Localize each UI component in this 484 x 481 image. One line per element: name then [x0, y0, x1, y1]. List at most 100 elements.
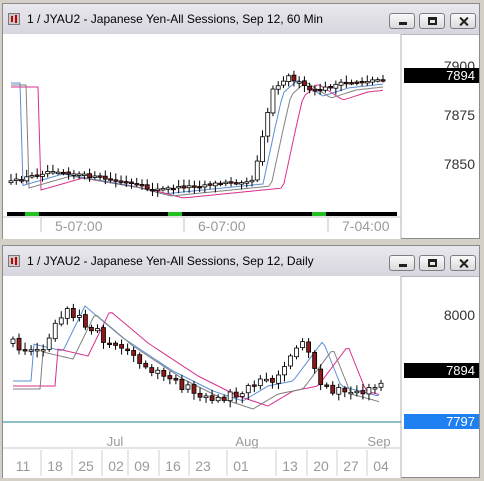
candle — [312, 84, 318, 96]
candle — [197, 387, 203, 402]
candle — [66, 167, 72, 180]
candle — [354, 385, 360, 397]
plot-area[interactable] — [3, 34, 401, 239]
candle — [221, 394, 227, 404]
candle — [28, 345, 34, 356]
candle — [263, 372, 269, 383]
candle — [108, 172, 113, 183]
candle — [123, 175, 129, 188]
chart-window-daily[interactable]: 1 / JYAU2 - Japanese Yen-All Sessions, S… — [2, 245, 480, 478]
candle — [306, 338, 312, 359]
last-price-box: 7894 — [404, 68, 479, 83]
candle — [330, 381, 336, 396]
day-label: 13 — [282, 458, 298, 474]
candle — [55, 168, 61, 175]
candle — [52, 319, 58, 342]
candle — [40, 170, 45, 182]
candle — [81, 171, 87, 180]
close-icon — [451, 14, 475, 28]
day-label: 27 — [343, 458, 359, 474]
candle — [291, 70, 297, 87]
title-bar[interactable]: 1 / JYAU2 - Japanese Yen-All Sessions, S… — [3, 246, 479, 277]
candle — [34, 168, 40, 179]
candle — [131, 346, 137, 363]
candle — [119, 339, 124, 355]
candle — [328, 83, 334, 91]
window-title: 1 / JYAU2 - Japanese Yen-All Sessions, S… — [27, 254, 314, 268]
candle — [58, 311, 64, 327]
candle — [89, 324, 94, 335]
candle — [212, 180, 218, 193]
candle — [302, 76, 307, 93]
minimize-button[interactable] — [389, 13, 415, 29]
candle — [113, 173, 119, 188]
candle — [307, 82, 313, 94]
candle — [233, 179, 239, 186]
chart-app-icon[interactable] — [8, 255, 20, 267]
day-label: 20 — [313, 458, 329, 474]
candle — [218, 180, 223, 187]
candles — [8, 70, 386, 199]
candle — [342, 386, 348, 398]
candle — [176, 179, 182, 194]
title-bar[interactable]: 1 / JYAU2 - Japanese Yen-All Sessions, S… — [3, 4, 479, 35]
session-marker — [25, 212, 39, 216]
candle — [139, 179, 145, 190]
candle — [71, 170, 77, 180]
candle — [13, 173, 19, 185]
candle — [160, 186, 166, 192]
maximize-button[interactable] — [419, 13, 445, 29]
day-label: 18 — [47, 458, 63, 474]
candle — [333, 80, 339, 95]
price-chart[interactable]: 8000 Jul Aug Sep 11 18 25 02 09 16 23 01 13 20 27 0… — [3, 276, 479, 478]
candle — [366, 383, 372, 401]
candle — [118, 175, 124, 185]
candle — [155, 183, 161, 197]
session-marker — [312, 212, 326, 216]
time-label: 6-07:00 — [198, 218, 246, 234]
candle — [260, 130, 265, 166]
candle — [107, 337, 112, 349]
moving-average-line — [11, 84, 384, 199]
minimize-icon — [390, 14, 414, 28]
candle — [281, 76, 286, 89]
chart-app-icon[interactable] — [8, 13, 20, 25]
chart-window-60min[interactable]: 1 / JYAU2 - Japanese Yen-All Sessions, S… — [2, 3, 480, 239]
moving-average-line — [13, 305, 380, 401]
maximize-button[interactable] — [419, 255, 445, 271]
candle — [296, 76, 302, 89]
last-price-box: 7894 — [404, 363, 479, 378]
candle — [270, 85, 276, 117]
candle — [348, 386, 354, 400]
minimize-button[interactable] — [389, 255, 415, 271]
candle — [40, 344, 46, 357]
candle — [125, 343, 131, 355]
candle — [276, 370, 281, 390]
close-button[interactable] — [450, 255, 476, 271]
candle — [186, 179, 192, 193]
candle — [191, 380, 197, 400]
candle — [134, 177, 140, 187]
moving-average-line — [13, 312, 380, 407]
candle — [150, 182, 155, 197]
candle — [275, 81, 281, 95]
candle — [179, 374, 185, 393]
candle — [95, 324, 100, 334]
candle — [322, 81, 328, 93]
candle — [87, 168, 92, 182]
price-chart[interactable]: 7900 7875 7850 5-07:00 6-07:00 7-04:00 — [3, 34, 479, 239]
minimize-icon — [390, 256, 414, 270]
candle — [22, 342, 28, 355]
candle — [282, 361, 287, 382]
moving-average-line — [11, 82, 384, 197]
candle — [270, 375, 275, 389]
price-label: 7875 — [444, 107, 475, 123]
session-bar — [7, 212, 397, 216]
candle — [161, 367, 167, 382]
maximize-icon — [420, 256, 444, 270]
day-label: 04 — [373, 458, 389, 474]
candle — [239, 180, 244, 190]
month-label: Aug — [235, 434, 258, 449]
close-button[interactable] — [450, 13, 476, 29]
candle — [372, 384, 378, 394]
